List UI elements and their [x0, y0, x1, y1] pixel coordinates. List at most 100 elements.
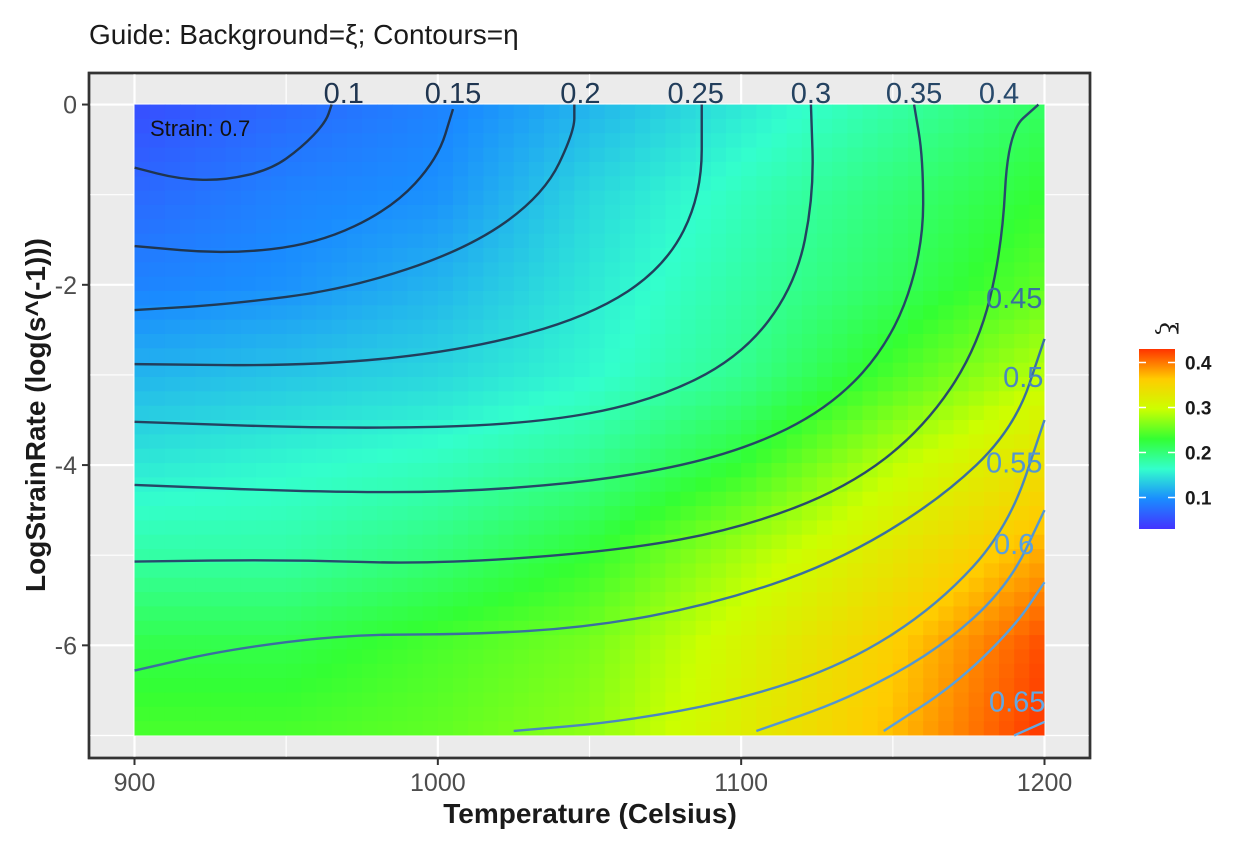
field-cell [892, 247, 909, 264]
field-cell [134, 118, 151, 135]
field-cell [559, 549, 576, 565]
field-cell [786, 520, 803, 536]
field-cell [134, 219, 151, 235]
field-cell [392, 606, 409, 622]
field-cell [255, 463, 272, 479]
field-cell [756, 133, 773, 149]
field-cell [726, 420, 742, 436]
field-cell [771, 520, 788, 536]
field-cell [453, 405, 469, 421]
field-cell [619, 104, 636, 120]
field-cell [437, 161, 454, 178]
x-axis-title: Temperature (Celsius) [443, 798, 737, 829]
field-cell [255, 491, 272, 507]
field-cell [513, 534, 530, 550]
field-cell [741, 190, 758, 206]
field-cell [225, 118, 242, 135]
field-cell [786, 491, 803, 507]
field-cell [817, 233, 833, 249]
field-cell [422, 190, 439, 206]
field-cell [923, 520, 940, 536]
field-cell [240, 663, 257, 679]
field-cell [968, 706, 985, 722]
field-cell [771, 276, 788, 292]
field-cell [513, 448, 530, 464]
field-cell [468, 219, 485, 235]
field-cell [938, 678, 955, 694]
field-cell [1014, 305, 1031, 321]
field-cell [665, 133, 682, 149]
field-cell [164, 262, 181, 278]
field-cell [908, 463, 924, 479]
field-cell [786, 276, 803, 292]
field-cell [817, 635, 833, 651]
field-cell [255, 434, 272, 450]
field-cell [680, 620, 697, 636]
field-cell [362, 706, 378, 722]
field-cell [180, 204, 196, 221]
field-cell [892, 463, 909, 479]
field-cell [1014, 290, 1031, 307]
field-cell [149, 204, 166, 221]
field-cell [999, 491, 1015, 507]
field-cell [619, 161, 636, 178]
field-cell [331, 190, 348, 206]
field-cell [483, 491, 500, 507]
field-cell [362, 678, 378, 694]
field-cell [1014, 233, 1031, 249]
field-cell [923, 706, 940, 722]
y-axis-title: LogStrainRate (log(s^(-1))) [20, 238, 51, 592]
field-cell [301, 491, 318, 507]
field-cell [741, 362, 758, 378]
field-cell [771, 405, 788, 421]
field-cell [271, 133, 287, 149]
field-cell [316, 448, 333, 464]
field-cell [180, 563, 196, 579]
field-cell [953, 305, 970, 321]
field-cell [255, 176, 272, 192]
field-cell [953, 448, 970, 464]
field-cell [604, 118, 621, 135]
field-cell [301, 434, 318, 450]
field-cell [513, 348, 530, 364]
field-cell [210, 721, 227, 736]
field-cell [710, 204, 727, 221]
field-cell [695, 420, 712, 436]
field-cell [589, 376, 606, 393]
field-cell [908, 620, 924, 636]
field-cell [362, 333, 378, 350]
field-cell [255, 319, 272, 335]
field-cell [1029, 219, 1045, 235]
field-cell [817, 391, 833, 407]
field-cell [301, 190, 318, 206]
field-cell [362, 563, 378, 579]
field-cell [392, 477, 409, 493]
field-cell [801, 692, 818, 708]
field-cell [604, 549, 621, 565]
field-cell [164, 534, 181, 550]
field-cell [195, 635, 212, 651]
field-cell [513, 405, 530, 421]
field-cell [225, 663, 242, 679]
field-cell [877, 176, 894, 192]
field-cell [528, 190, 545, 206]
field-cell [134, 420, 151, 436]
field-cell [210, 563, 227, 579]
field-cell [635, 706, 651, 722]
field-cell [574, 491, 591, 507]
field-cell [847, 118, 864, 135]
field-cell [710, 635, 727, 651]
field-cell [847, 391, 864, 407]
field-cell [619, 219, 636, 235]
field-cell [134, 434, 151, 450]
field-cell [195, 147, 212, 163]
field-cell [695, 635, 712, 651]
field-cell [665, 520, 682, 536]
field-cell [862, 563, 879, 579]
field-cell [923, 204, 940, 221]
field-cell [877, 706, 894, 722]
field-cell [134, 376, 151, 393]
field-cell [1029, 549, 1045, 565]
field-cell [680, 491, 697, 507]
field-cell [999, 305, 1015, 321]
